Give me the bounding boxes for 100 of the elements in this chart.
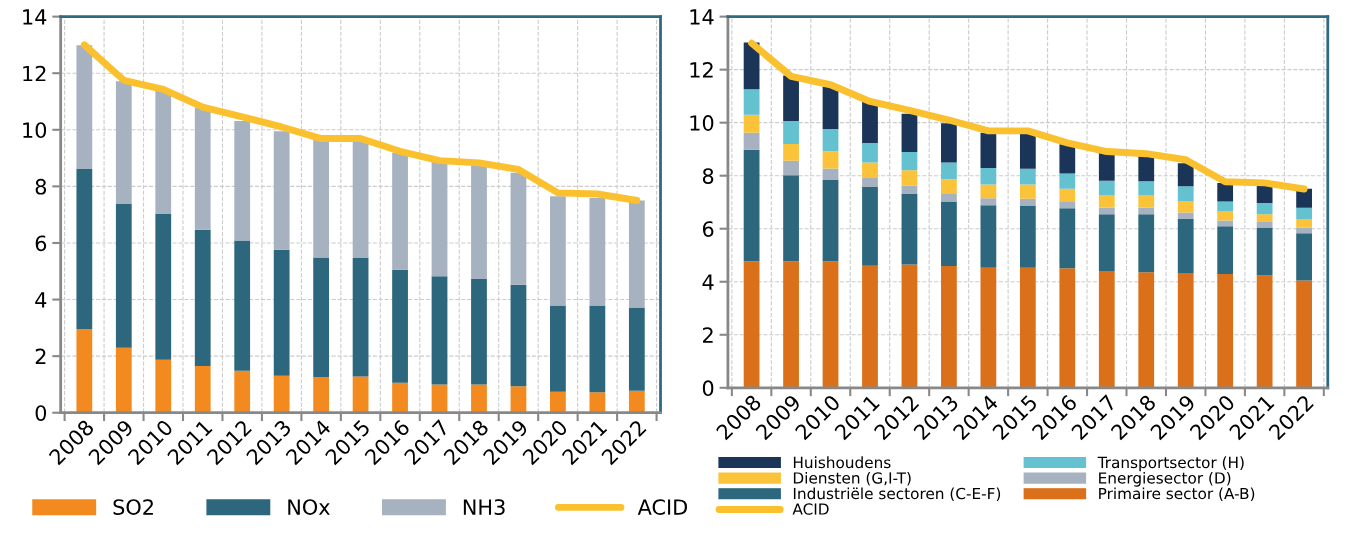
bar: [628, 307, 645, 391]
bar: [901, 152, 918, 171]
bar: [1256, 214, 1273, 223]
bar: [273, 249, 290, 376]
bar: [273, 131, 290, 250]
bar: [783, 121, 799, 144]
bar: [783, 143, 799, 161]
bar: [1177, 212, 1194, 219]
bar: [273, 375, 290, 413]
bar: [115, 81, 132, 204]
bar: [550, 305, 566, 392]
bar: [862, 178, 878, 188]
bar: [1217, 274, 1234, 388]
legend-label: Primaire sector (A-B): [1099, 487, 1255, 502]
bar: [743, 114, 760, 133]
y-tick-label: 2: [703, 327, 713, 343]
bar: [352, 257, 369, 377]
y-tick-label: 8: [35, 178, 47, 195]
bar: [941, 193, 957, 202]
legend-label: ACID: [792, 503, 829, 515]
bar: [76, 328, 93, 413]
legend-label: Diensten (G,I-T): [793, 471, 911, 486]
bar: [1098, 214, 1115, 271]
bar: [115, 203, 132, 348]
bar: [783, 175, 799, 262]
bar: [589, 392, 606, 413]
bar: [783, 75, 799, 122]
bar: [822, 261, 839, 388]
bar: [234, 121, 251, 241]
bar: [822, 168, 839, 180]
bar: [1217, 226, 1234, 275]
bar: [822, 179, 839, 262]
legend-label: Energiesector (D): [1099, 471, 1231, 487]
bar: [980, 198, 997, 206]
legend-label: Transportsector (H): [1097, 456, 1244, 472]
bar: [352, 141, 369, 258]
bar: [1059, 201, 1076, 209]
y-tick-label: 14: [690, 9, 714, 25]
bar: [589, 305, 606, 393]
bar: [980, 168, 997, 185]
bar: [901, 170, 918, 186]
bar: [431, 384, 448, 413]
y-tick-label: 4: [35, 292, 47, 308]
bar: [822, 129, 839, 152]
bar: [1098, 180, 1115, 196]
y-tick-label: 0: [702, 380, 714, 397]
bar: [1256, 203, 1273, 215]
bar: [589, 197, 606, 306]
y-tick-label: 6: [702, 221, 714, 237]
bar: [471, 384, 487, 413]
y-tick-label: 8: [702, 168, 714, 184]
bar: [1217, 183, 1234, 202]
legend-label: Huishoudens: [793, 456, 891, 469]
bar: [1177, 163, 1194, 187]
bar: [76, 169, 93, 329]
y-tick-label: 0: [35, 405, 47, 421]
bar: [1296, 233, 1312, 281]
bar: [155, 359, 172, 413]
bar: [941, 123, 957, 163]
bar: [1098, 195, 1115, 208]
bar: [1019, 184, 1036, 199]
y-tick-label: 10: [690, 115, 714, 131]
bar: [822, 86, 839, 130]
bar: [862, 187, 878, 266]
y-tick-label: 14: [23, 9, 47, 25]
bar: [1019, 205, 1036, 268]
bar: [1177, 218, 1194, 273]
y-tick-label: 12: [690, 62, 713, 78]
bar: [941, 162, 957, 180]
bar: [901, 113, 918, 153]
bar: [313, 377, 330, 413]
bar: [1138, 181, 1155, 196]
bar: [941, 266, 957, 388]
bar: [1256, 186, 1273, 204]
legend-label: ACID: [637, 499, 687, 515]
bar: [234, 370, 251, 413]
bar: [1217, 201, 1234, 211]
bar: [1256, 227, 1273, 276]
bar: [941, 201, 957, 267]
bar: [862, 162, 878, 179]
bar: [743, 132, 760, 150]
bar: [783, 261, 799, 388]
bar: [1256, 222, 1273, 228]
bar: [471, 165, 487, 279]
bar: [392, 269, 408, 383]
bar: [1098, 207, 1115, 215]
bar: [1019, 198, 1036, 206]
bar: [155, 214, 172, 360]
bar: [194, 107, 211, 230]
y-tick-label: 4: [702, 274, 714, 290]
bar: [628, 390, 645, 413]
bar: [1138, 156, 1155, 182]
bar: [783, 160, 799, 176]
bar: [901, 185, 918, 194]
bar: [1059, 144, 1076, 174]
bar: [313, 257, 330, 378]
bar: [1296, 227, 1312, 234]
bar: [1019, 267, 1036, 388]
bar: [431, 276, 448, 385]
bar: [1019, 133, 1036, 169]
